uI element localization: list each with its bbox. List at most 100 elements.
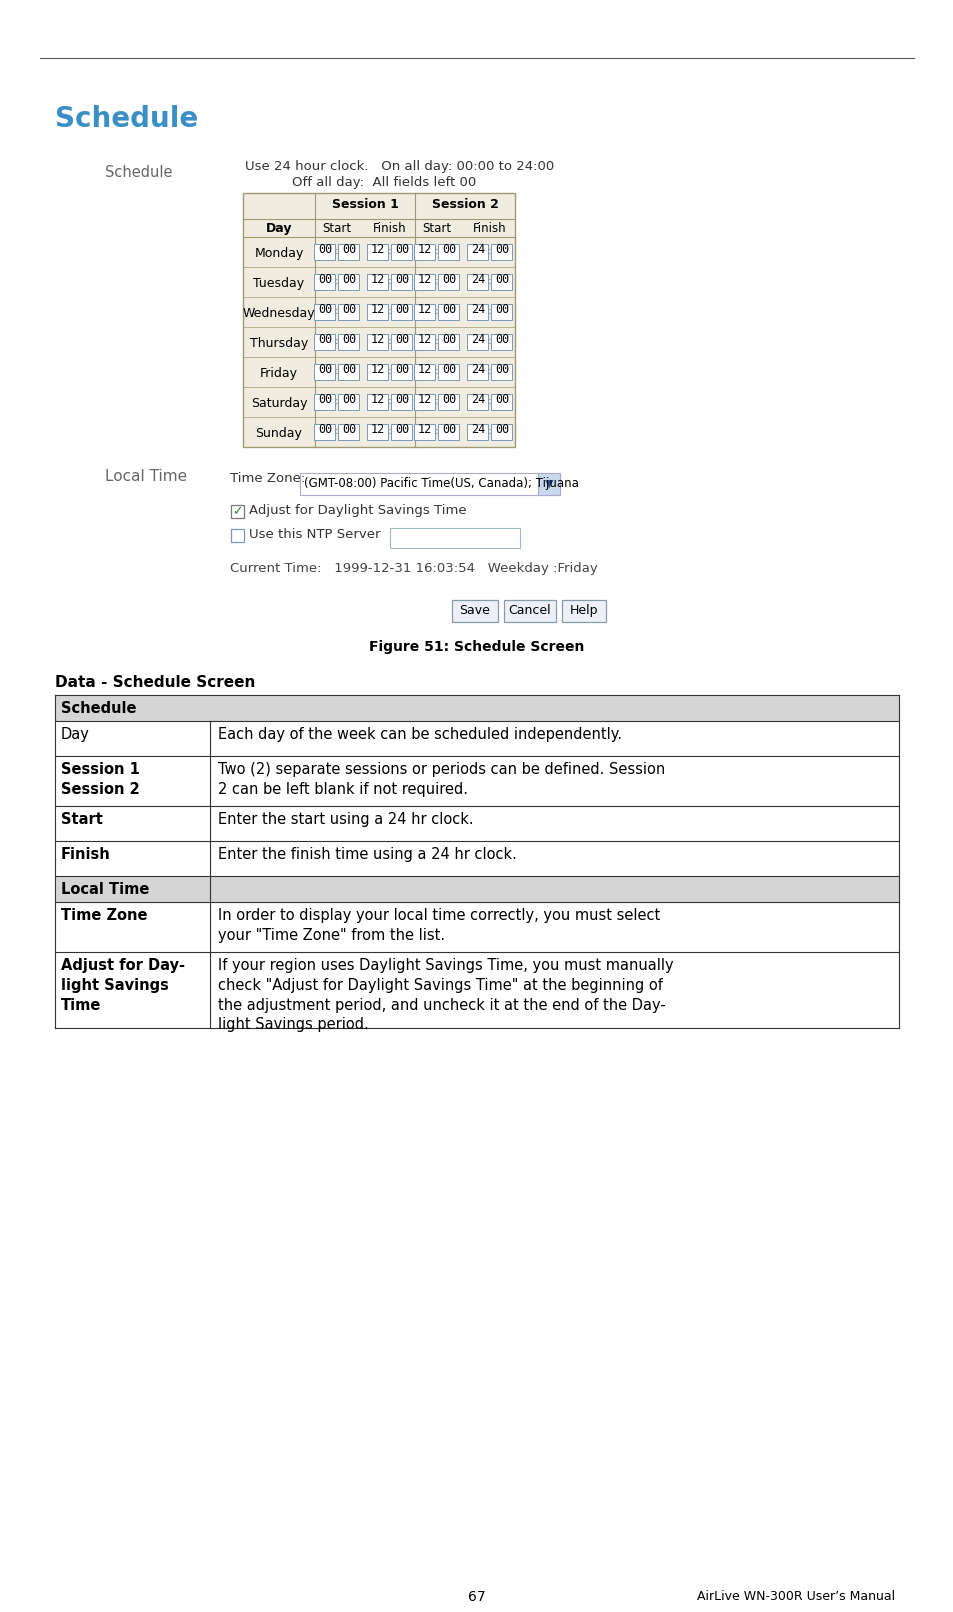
Text: ✓: ✓: [232, 505, 242, 517]
Text: Data - Schedule Screen: Data - Schedule Screen: [55, 675, 255, 690]
Text: 00: 00: [317, 243, 332, 256]
Text: Finish: Finish: [473, 222, 506, 235]
Bar: [491, 393, 512, 409]
Text: 00: 00: [441, 303, 456, 316]
Bar: [367, 364, 388, 380]
Text: Local Time: Local Time: [61, 882, 150, 896]
Text: :: :: [488, 426, 492, 435]
Text: (GMT-08:00) Pacific Time(US, Canada); Tijuana: (GMT-08:00) Pacific Time(US, Canada); Ti…: [304, 477, 578, 490]
Text: Enter the start using a 24 hr clock.: Enter the start using a 24 hr clock.: [218, 812, 473, 827]
Bar: [367, 393, 388, 409]
Text: 67: 67: [468, 1589, 485, 1604]
Text: Friday: Friday: [260, 368, 297, 380]
Text: Tuesday: Tuesday: [253, 277, 304, 290]
Text: Saturday: Saturday: [251, 397, 307, 409]
Text: 00: 00: [317, 334, 332, 347]
Bar: [491, 424, 512, 440]
Text: :: :: [388, 397, 392, 406]
Text: 12: 12: [417, 303, 432, 316]
Text: Session 1
Session 2: Session 1 Session 2: [61, 762, 140, 796]
Bar: [414, 305, 435, 321]
Text: 12: 12: [417, 243, 432, 256]
Text: Start: Start: [422, 222, 451, 235]
Text: 00: 00: [317, 393, 332, 406]
Text: 24: 24: [471, 272, 485, 285]
Text: Finish: Finish: [373, 222, 406, 235]
Text: 00: 00: [317, 422, 332, 435]
Bar: [391, 305, 412, 321]
Text: :: :: [388, 247, 392, 256]
Text: 00: 00: [395, 363, 409, 376]
Text: 00: 00: [395, 334, 409, 347]
Bar: [438, 364, 459, 380]
Bar: [55, 875, 898, 903]
Text: Time Zone:: Time Zone:: [230, 472, 305, 485]
Bar: [467, 243, 488, 260]
Bar: [491, 334, 512, 350]
Bar: [314, 334, 335, 350]
Text: 12: 12: [371, 334, 385, 347]
Text: 00: 00: [495, 363, 509, 376]
Bar: [438, 424, 459, 440]
Bar: [338, 393, 359, 409]
Text: Finish: Finish: [61, 846, 111, 862]
Bar: [467, 393, 488, 409]
Text: Enter the finish time using a 24 hr clock.: Enter the finish time using a 24 hr cloc…: [218, 846, 517, 862]
Text: Schedule: Schedule: [105, 164, 172, 181]
Text: Session 2: Session 2: [431, 198, 497, 211]
Text: :: :: [435, 306, 438, 316]
Text: Two (2) separate sessions or periods can be defined. Session
2 can be left blank: Two (2) separate sessions or periods can…: [218, 762, 664, 796]
Bar: [314, 274, 335, 290]
Text: 24: 24: [471, 334, 485, 347]
Text: :: :: [435, 335, 438, 347]
Text: :: :: [488, 366, 492, 376]
Text: 12: 12: [417, 334, 432, 347]
Bar: [391, 274, 412, 290]
Text: Schedule: Schedule: [55, 105, 198, 134]
Bar: [338, 305, 359, 321]
Text: Each day of the week can be scheduled independently.: Each day of the week can be scheduled in…: [218, 727, 621, 742]
Bar: [314, 305, 335, 321]
Text: Adjust for Day-
light Savings
Time: Adjust for Day- light Savings Time: [61, 958, 185, 1012]
Text: Schedule: Schedule: [61, 701, 136, 716]
Text: 00: 00: [395, 303, 409, 316]
Bar: [414, 243, 435, 260]
Text: :: :: [488, 335, 492, 347]
Text: 00: 00: [395, 272, 409, 285]
Text: Monday: Monday: [254, 247, 303, 260]
Text: :: :: [388, 306, 392, 316]
Bar: [390, 529, 519, 548]
Text: 00: 00: [317, 272, 332, 285]
Text: ▼: ▼: [544, 479, 553, 488]
Bar: [391, 424, 412, 440]
Text: :: :: [488, 306, 492, 316]
Text: :: :: [488, 276, 492, 285]
Bar: [367, 424, 388, 440]
Text: 24: 24: [471, 243, 485, 256]
Text: :: :: [388, 276, 392, 285]
Bar: [438, 274, 459, 290]
Text: 24: 24: [471, 422, 485, 435]
Text: Use this NTP Server: Use this NTP Server: [249, 529, 380, 542]
Text: 12: 12: [371, 303, 385, 316]
Text: 00: 00: [441, 422, 456, 435]
Text: Time Zone: Time Zone: [61, 908, 148, 924]
Text: 00: 00: [495, 393, 509, 406]
Text: :: :: [388, 335, 392, 347]
Bar: [338, 334, 359, 350]
Text: 00: 00: [495, 243, 509, 256]
Text: 00: 00: [341, 422, 355, 435]
Text: Start: Start: [322, 222, 352, 235]
Text: 12: 12: [371, 363, 385, 376]
Text: :: :: [435, 366, 438, 376]
Text: Cancel: Cancel: [508, 604, 551, 617]
Text: Sunday: Sunday: [255, 427, 302, 440]
Text: 00: 00: [317, 303, 332, 316]
Text: 12: 12: [371, 272, 385, 285]
Text: Adjust for Daylight Savings Time: Adjust for Daylight Savings Time: [249, 505, 466, 517]
Bar: [231, 505, 244, 517]
Text: 24: 24: [471, 393, 485, 406]
Text: Current Time:   1999-12-31 16:03:54   Weekday :Friday: Current Time: 1999-12-31 16:03:54 Weekda…: [230, 563, 598, 575]
Text: 00: 00: [495, 303, 509, 316]
Bar: [467, 364, 488, 380]
